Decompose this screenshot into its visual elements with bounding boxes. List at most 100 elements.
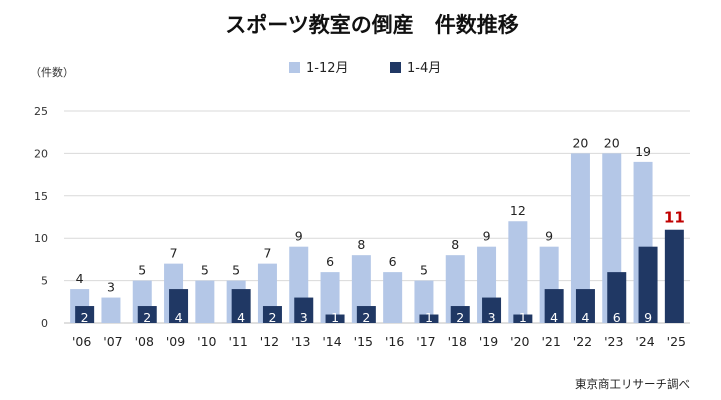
data-label-1-4: 1 [519,310,527,325]
bar-1-4 [607,272,627,323]
x-tick-label: '21 [541,334,560,349]
data-label-1-12: 9 [545,229,553,244]
data-label-1-12: 5 [201,263,209,278]
data-label-1-12: 7 [263,246,271,261]
x-tick-label: '14 [322,334,341,349]
y-tick-label: 15 [34,190,48,203]
data-label-1-4: 4 [237,310,245,325]
data-label-1-4: 2 [143,310,151,325]
legend-swatch-1-12 [289,62,300,73]
bar-1-4 [169,289,189,323]
x-tick-label: '16 [385,334,404,349]
data-label-1-4: 1 [425,310,433,325]
bar-1-4 [638,246,658,323]
x-tick-label: '13 [291,334,310,349]
data-label-1-4: 6 [613,310,621,325]
data-label-1-12: 4 [76,271,84,286]
x-tick-label: '06 [72,334,91,349]
data-label-1-12: 9 [483,229,491,244]
bar-1-4 [294,297,314,323]
legend-swatch-1-4 [390,62,401,73]
x-tick-label: '15 [354,334,373,349]
data-label-1-4: 9 [644,310,652,325]
data-label-1-12: 20 [604,135,620,150]
data-label-1-4: 2 [81,310,89,325]
bar-1-4 [575,289,595,323]
x-tick-label: '11 [228,334,247,349]
data-label-1-12: 6 [326,254,334,269]
data-label-1-4: 4 [581,310,589,325]
bars [70,153,684,323]
data-label-1-4: 1 [331,310,339,325]
x-tick-label: '07 [103,334,122,349]
data-label-1-4: 2 [362,310,370,325]
data-label-1-12: 19 [635,144,651,159]
data-label-1-4: 4 [175,310,183,325]
y-tick-label: 5 [41,275,48,288]
data-label-1-12: 6 [389,254,397,269]
bar-1-12 [383,272,403,323]
x-tick-label: '12 [260,334,279,349]
data-label-1-12: 3 [107,280,115,295]
x-tick-label: '23 [604,334,623,349]
data-label-1-12: 8 [357,237,365,252]
data-label-highlight: 11 [664,209,685,227]
x-tick-label: '08 [135,334,154,349]
data-label-1-4: 2 [268,310,276,325]
y-axis-unit-label: （件数） [30,66,74,79]
bar-1-4 [513,314,533,323]
bar-1-4 [75,306,95,323]
bar-1-4 [482,297,502,323]
x-tick-label: '09 [166,334,185,349]
data-label-1-4: 4 [550,310,558,325]
bar-1-12 [508,221,528,323]
data-label-1-4: 2 [456,310,464,325]
source-note: 東京商工リサーチ調べ [575,377,690,391]
data-label-1-12: 20 [572,135,588,150]
data-label-1-12: 9 [295,229,303,244]
y-tick-label: 25 [34,105,48,118]
data-label-1-12: 7 [170,246,178,261]
x-tick-label: '19 [479,334,498,349]
bar-1-4 [325,314,345,323]
bar-1-12 [195,280,215,323]
bar-1-4 [419,314,439,323]
x-tick-label: '25 [667,334,686,349]
y-axis-ticks: 0 5 10 15 20 25 [34,105,48,330]
x-tick-label: '17 [416,334,435,349]
bar-1-12 [320,272,340,323]
y-tick-label: 0 [41,317,48,330]
bar-1-4 [262,306,282,323]
data-label-1-12: 5 [232,263,240,278]
bar-1-4 [356,306,376,323]
x-tick-label: '22 [573,334,592,349]
legend-label-1-4: 1-4月 [407,61,441,76]
x-tick-label: '24 [635,334,654,349]
bar-1-4 [450,306,470,323]
gridlines [64,110,690,324]
data-label-1-12: 8 [451,237,459,252]
x-tick-label: '20 [510,334,529,349]
y-tick-label: 20 [34,147,48,160]
bar-1-4 [544,289,564,323]
x-axis-ticks: '06 '07 '08 '09 '10 '11 '12 '13 '14 '15 '16 '17 '18 '… [72,334,686,349]
data-label-1-4: 3 [488,310,496,325]
chart-title: スポーツ教室の倒産 件数推移 [225,13,519,37]
bar-1-4 [231,289,251,323]
legend: 1-12月 1-4月 [289,61,441,76]
legend-label-1-12: 1-12月 [306,61,349,76]
data-label-1-4: 3 [300,310,308,325]
y-tick-label: 10 [34,232,48,245]
bar-1-4 [664,229,684,323]
bar-1-12 [570,153,590,323]
bar-1-12 [101,297,121,323]
data-label-1-12: 5 [138,263,146,278]
bar-1-12 [414,280,434,323]
data-label-1-12: 12 [510,203,526,218]
data-label-1-12: 5 [420,263,428,278]
bar-1-4 [137,306,157,323]
x-tick-label: '10 [197,334,216,349]
